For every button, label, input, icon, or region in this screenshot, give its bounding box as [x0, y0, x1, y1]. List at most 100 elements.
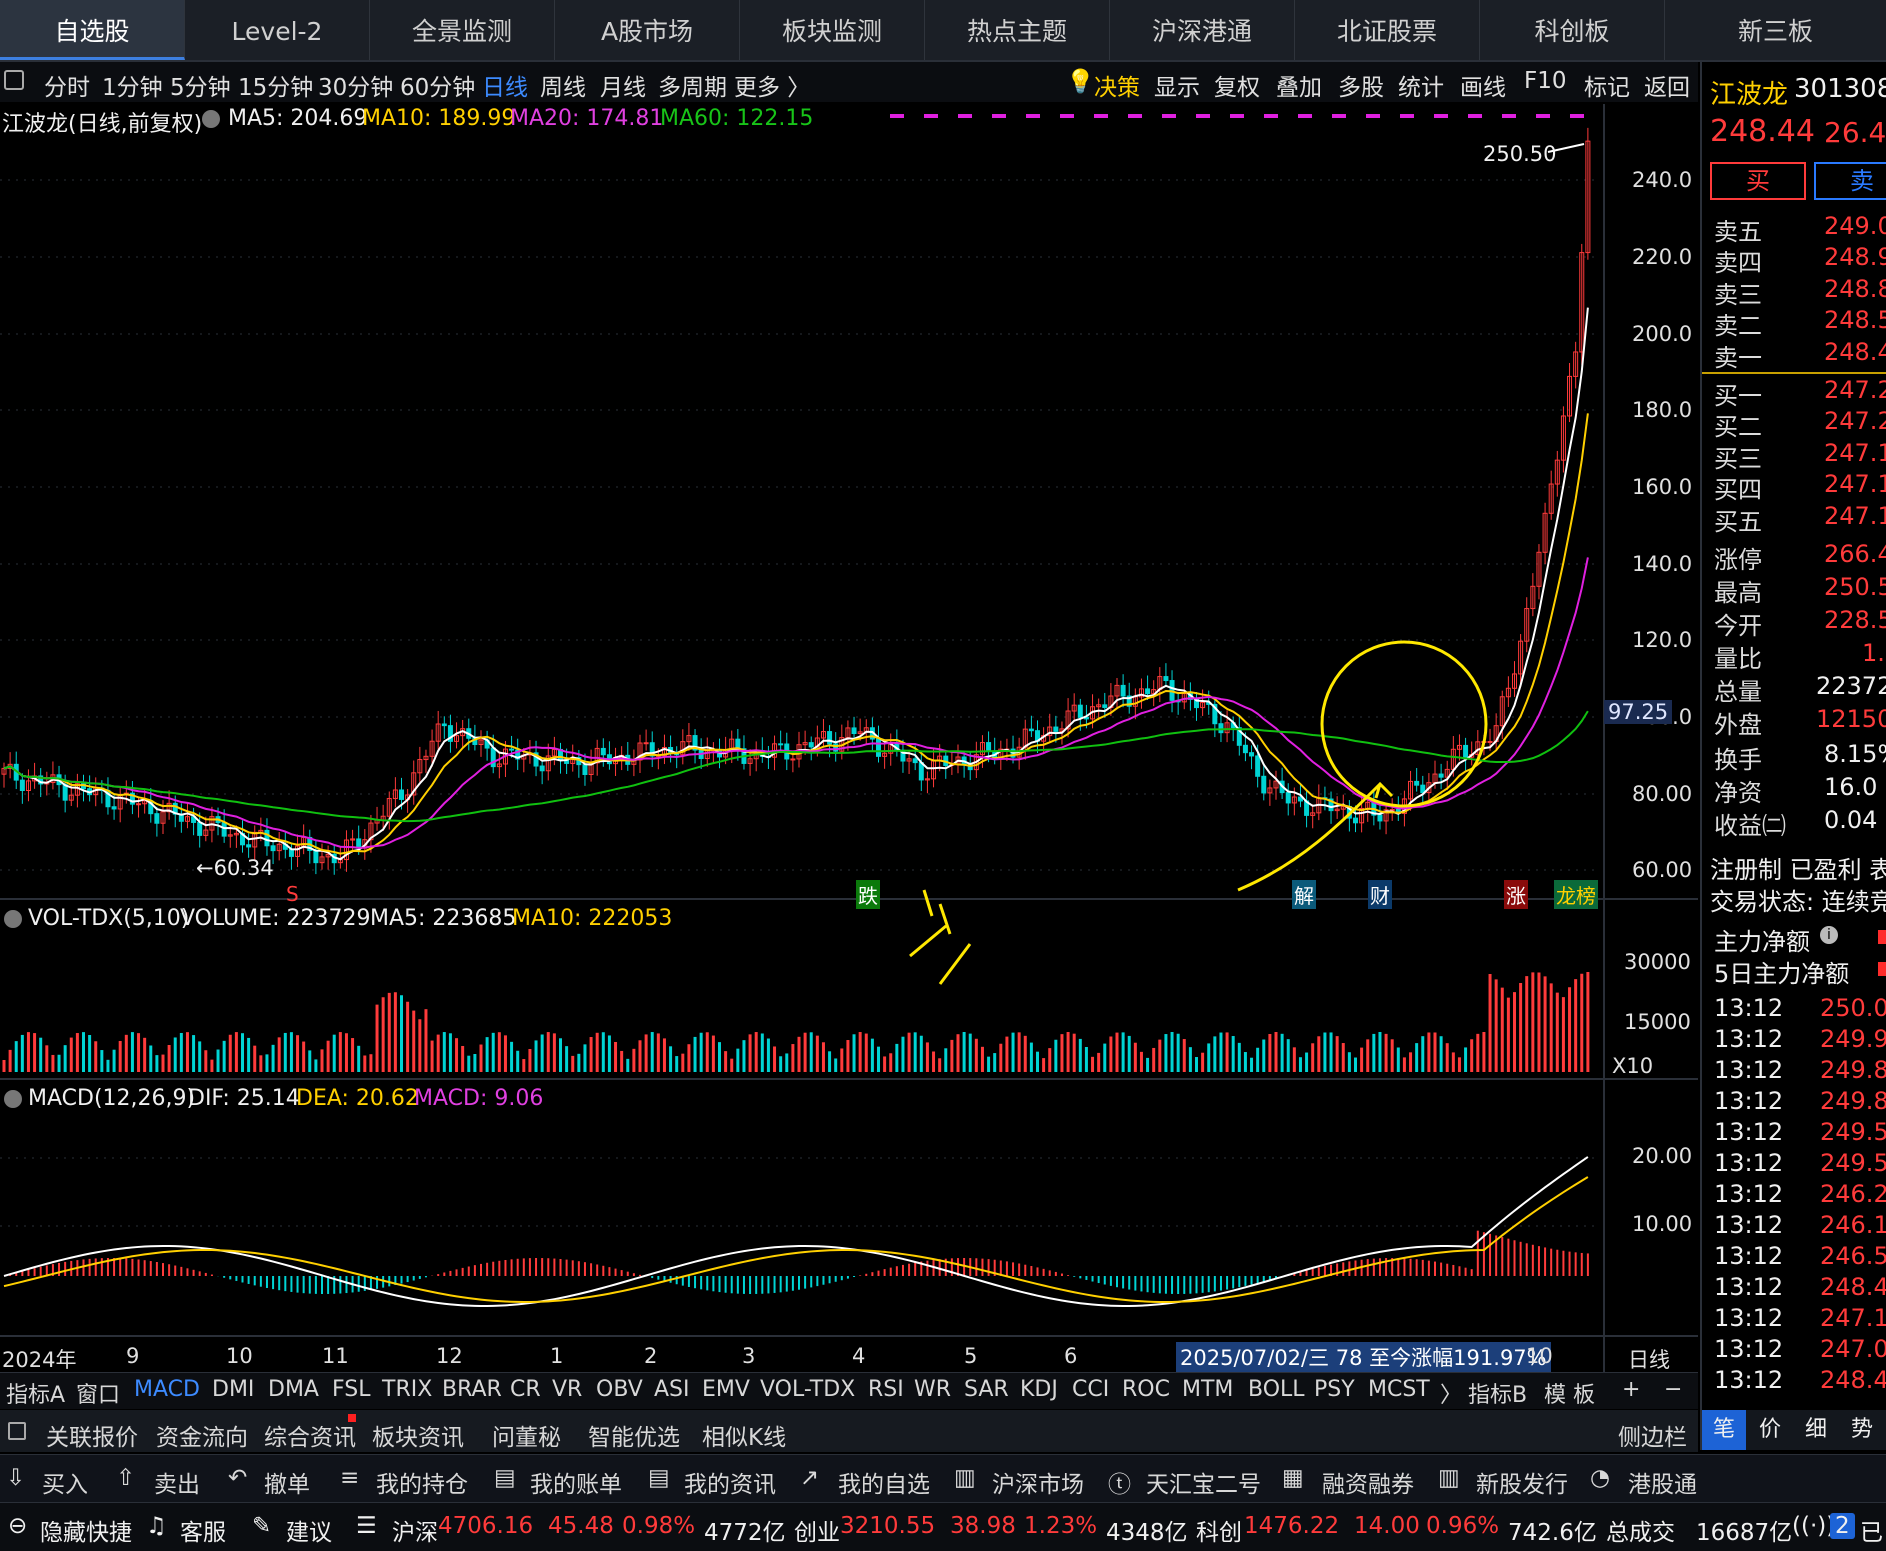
ind-psy[interactable]: PSY	[1314, 1377, 1355, 1402]
ind-b[interactable]: 指标B	[1468, 1383, 1528, 1408]
nav-level2[interactable]: Level-2	[185, 0, 370, 60]
tab-ask-secretary[interactable]: 问董秘	[492, 1425, 561, 1451]
tab-news[interactable]: 综合资讯	[264, 1425, 356, 1451]
customer-service[interactable]: 客服	[180, 1520, 226, 1546]
nav-hot-theme[interactable]: 热点主题	[925, 0, 1110, 60]
ind-dmi[interactable]: DMI	[212, 1377, 255, 1402]
ind-emv[interactable]: EMV	[702, 1377, 750, 1402]
ind-mcst[interactable]: MCST	[1368, 1377, 1430, 1402]
nav-panorama[interactable]: 全景监测	[370, 0, 555, 60]
tool-decision[interactable]: 决策	[1094, 75, 1140, 101]
nav-sector[interactable]: 板块监测	[740, 0, 925, 60]
chart-canvas[interactable]	[0, 104, 1698, 1374]
ind-obv[interactable]: OBV	[596, 1377, 643, 1402]
ind-mtm[interactable]: MTM	[1182, 1377, 1234, 1402]
action-hk-connect[interactable]: 港股通	[1628, 1472, 1697, 1498]
period-daily[interactable]: 日线	[482, 75, 528, 101]
sidebar-toggle[interactable]: 侧边栏	[1618, 1425, 1687, 1451]
tool-stats[interactable]: 统计	[1398, 75, 1444, 101]
ind-roc[interactable]: ROC	[1122, 1377, 1170, 1402]
ind-cr[interactable]: CR	[510, 1377, 541, 1402]
marker-cai[interactable]: 财	[1368, 880, 1392, 909]
settings-circle-icon[interactable]	[202, 110, 220, 128]
nav-neeq[interactable]: 新三板	[1737, 17, 1813, 46]
tool-multistock[interactable]: 多股	[1338, 75, 1384, 101]
action-bill[interactable]: 我的账单	[530, 1472, 622, 1498]
nav-connect[interactable]: 沪深港通	[1110, 0, 1295, 60]
window-icon[interactable]	[4, 70, 24, 90]
tab-trades[interactable]: 笔	[1702, 1410, 1746, 1450]
ind-asi[interactable]: ASI	[654, 1377, 690, 1402]
action-sell[interactable]: 卖出	[154, 1472, 200, 1498]
period-15min[interactable]: 15分钟	[238, 75, 314, 101]
tool-display[interactable]: 显示	[1154, 75, 1200, 101]
tool-back[interactable]: 返回	[1644, 75, 1690, 101]
period-1min[interactable]: 1分钟	[102, 75, 163, 101]
hide-shortcuts[interactable]: 隐藏快捷	[40, 1520, 132, 1546]
ind-vol-tdx[interactable]: VOL-TDX	[760, 1377, 856, 1402]
ind-trix[interactable]: TRIX	[382, 1377, 433, 1402]
tool-f10[interactable]: F10	[1524, 68, 1567, 94]
period-60min[interactable]: 60分钟	[400, 75, 476, 101]
tab-similar-kline[interactable]: 相似K线	[702, 1425, 787, 1451]
period-weekly[interactable]: 周线	[540, 75, 586, 101]
nav-star[interactable]: 科创板	[1480, 0, 1665, 60]
ind-cci[interactable]: CCI	[1072, 1377, 1110, 1402]
marker-zhang[interactable]: 涨	[1504, 880, 1528, 909]
ind-more[interactable]: 〉	[1440, 1383, 1463, 1408]
buy-button[interactable]: 买	[1710, 162, 1806, 200]
ind-wr[interactable]: WR	[914, 1377, 952, 1402]
nav-a-share[interactable]: A股市场	[555, 0, 740, 60]
remove-window-button[interactable]: −	[1664, 1377, 1683, 1402]
tab-detail[interactable]: 细	[1804, 1417, 1827, 1442]
ind-rsi[interactable]: RSI	[868, 1377, 904, 1402]
ind-dma[interactable]: DMA	[268, 1377, 319, 1402]
tool-adjust[interactable]: 复权	[1214, 75, 1260, 101]
tab-money-flow[interactable]: 资金流向	[156, 1425, 248, 1451]
suggestion[interactable]: 建议	[286, 1520, 332, 1546]
marker-jie[interactable]: 解	[1292, 880, 1316, 909]
ind-a[interactable]: 指标A	[6, 1383, 66, 1408]
ind-brar[interactable]: BRAR	[442, 1377, 502, 1402]
tool-overlay[interactable]: 叠加	[1276, 75, 1322, 101]
nav-watchlist[interactable]: 自选股	[0, 0, 185, 60]
tab-sector-news[interactable]: 板块资讯	[372, 1425, 464, 1451]
kline-chart-area[interactable]: 江波龙(日线,前复权) MA5: 204.69 MA10: 189.99 MA2…	[0, 104, 1698, 1374]
tool-mark[interactable]: 标记	[1584, 75, 1630, 101]
period-5min[interactable]: 5分钟	[170, 75, 231, 101]
ind-vr[interactable]: VR	[552, 1377, 583, 1402]
nav-bse[interactable]: 北证股票	[1295, 0, 1480, 60]
tab-price[interactable]: 价	[1758, 1417, 1781, 1442]
action-holdings[interactable]: 我的持仓	[376, 1472, 468, 1498]
period-monthly[interactable]: 月线	[600, 75, 646, 101]
add-window-button[interactable]: +	[1622, 1377, 1641, 1402]
tab-trend[interactable]: 势	[1850, 1417, 1873, 1442]
ind-template[interactable]: 模 板	[1544, 1383, 1595, 1408]
macd-settings-icon[interactable]	[4, 1090, 22, 1108]
ind-fsl[interactable]: FSL	[332, 1377, 371, 1402]
info-icon[interactable]: i	[1820, 926, 1838, 944]
action-buy[interactable]: 买入	[42, 1472, 88, 1498]
tool-draw[interactable]: 画线	[1460, 75, 1506, 101]
ind-sar[interactable]: SAR	[964, 1377, 1009, 1402]
sell-button[interactable]: 卖	[1814, 162, 1886, 200]
ind-macd[interactable]: MACD	[134, 1377, 200, 1402]
ind-window[interactable]: 窗口	[76, 1383, 121, 1408]
action-ipo[interactable]: 新股发行	[1476, 1472, 1568, 1498]
action-hs-market[interactable]: 沪深市场	[992, 1472, 1084, 1498]
period-30min[interactable]: 30分钟	[318, 75, 394, 101]
period-more[interactable]: 更多 〉	[734, 75, 811, 101]
action-tianhui[interactable]: 天汇宝二号	[1146, 1472, 1261, 1498]
marker-longhu[interactable]: 龙榜	[1554, 880, 1598, 909]
ind-boll[interactable]: BOLL	[1248, 1377, 1305, 1402]
marker-die[interactable]: 跌	[856, 880, 880, 909]
period-multi[interactable]: 多周期	[658, 75, 727, 101]
volume-settings-icon[interactable]	[4, 910, 22, 928]
action-my-news[interactable]: 我的资讯	[684, 1472, 776, 1498]
action-margin[interactable]: 融资融券	[1322, 1472, 1414, 1498]
tab-related-quote[interactable]: 关联报价	[46, 1425, 138, 1451]
message-badge[interactable]: 2	[1830, 1513, 1855, 1539]
ind-kdj[interactable]: KDJ	[1020, 1377, 1058, 1402]
marker-s[interactable]: S	[286, 882, 299, 906]
action-cancel[interactable]: 撤单	[264, 1472, 310, 1498]
